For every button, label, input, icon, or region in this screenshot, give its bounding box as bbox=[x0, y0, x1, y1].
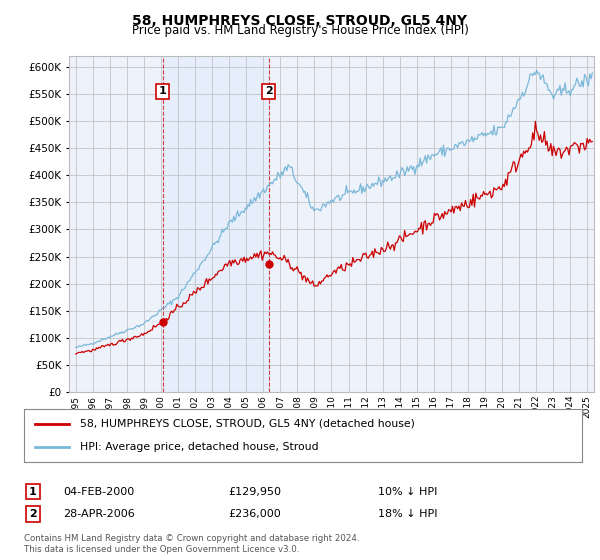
Text: HPI: Average price, detached house, Stroud: HPI: Average price, detached house, Stro… bbox=[80, 442, 319, 452]
Text: This data is licensed under the Open Government Licence v3.0.: This data is licensed under the Open Gov… bbox=[24, 545, 299, 554]
Text: £129,950: £129,950 bbox=[228, 487, 281, 497]
Text: 10% ↓ HPI: 10% ↓ HPI bbox=[378, 487, 437, 497]
Text: 1: 1 bbox=[29, 487, 37, 497]
Text: 18% ↓ HPI: 18% ↓ HPI bbox=[378, 509, 437, 519]
Text: 2: 2 bbox=[265, 86, 272, 96]
Text: 28-APR-2006: 28-APR-2006 bbox=[63, 509, 135, 519]
Text: 58, HUMPHREYS CLOSE, STROUD, GL5 4NY (detached house): 58, HUMPHREYS CLOSE, STROUD, GL5 4NY (de… bbox=[80, 419, 415, 429]
Text: 2: 2 bbox=[29, 509, 37, 519]
Bar bbox=[163, 56, 269, 392]
Text: Price paid vs. HM Land Registry's House Price Index (HPI): Price paid vs. HM Land Registry's House … bbox=[131, 24, 469, 37]
Text: 1: 1 bbox=[159, 86, 166, 96]
Text: £236,000: £236,000 bbox=[228, 509, 281, 519]
Text: 04-FEB-2000: 04-FEB-2000 bbox=[63, 487, 134, 497]
Text: 58, HUMPHREYS CLOSE, STROUD, GL5 4NY: 58, HUMPHREYS CLOSE, STROUD, GL5 4NY bbox=[133, 14, 467, 28]
Text: Contains HM Land Registry data © Crown copyright and database right 2024.: Contains HM Land Registry data © Crown c… bbox=[24, 534, 359, 543]
